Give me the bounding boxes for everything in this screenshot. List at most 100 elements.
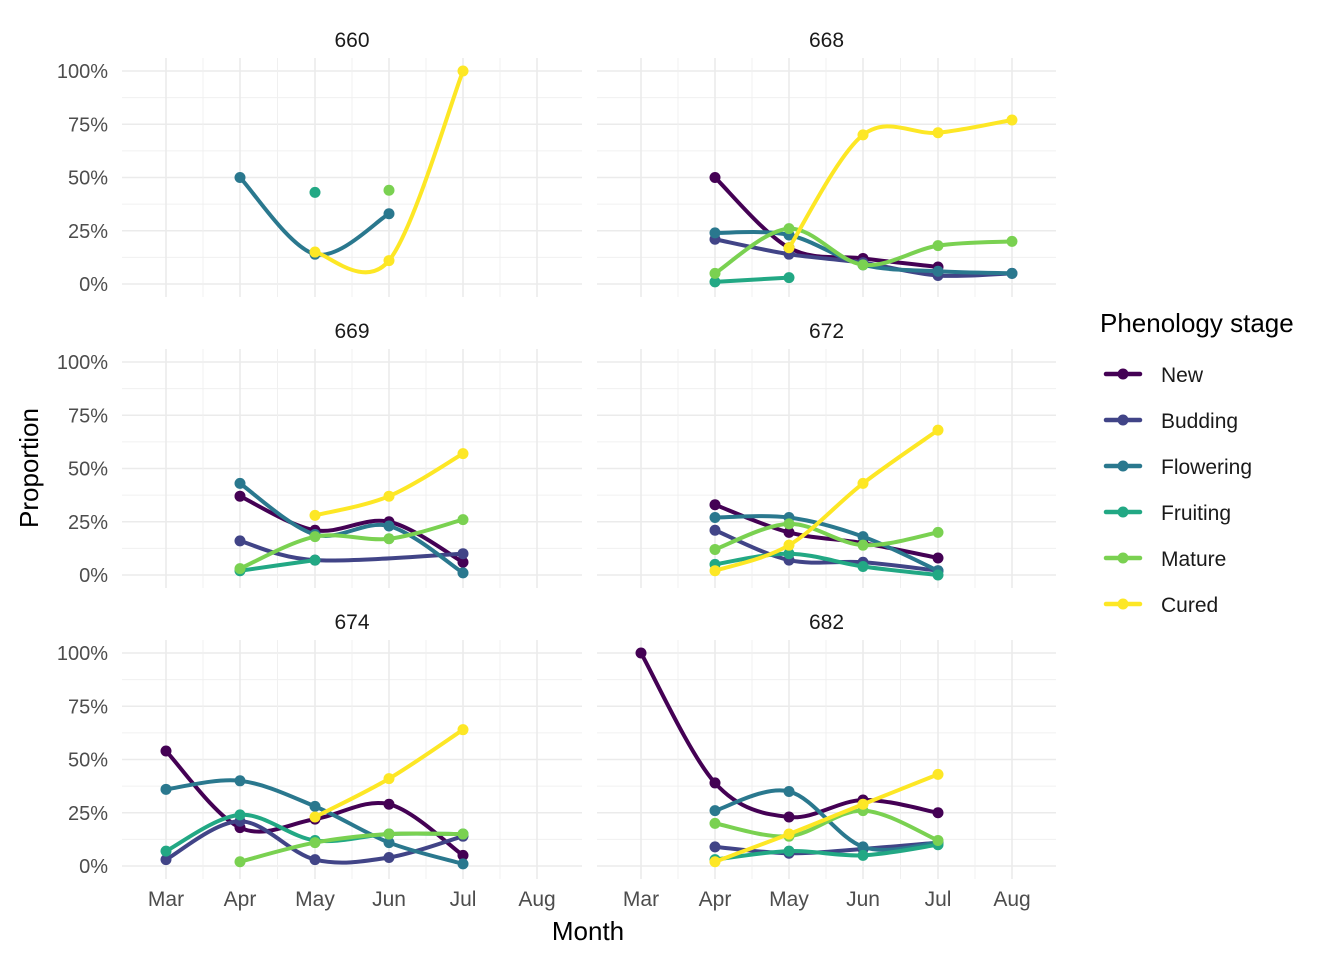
- series-line-fruiting: [713, 275, 791, 284]
- data-point-cured: [783, 539, 795, 551]
- x-tick-label: May: [769, 888, 809, 911]
- data-point-mature: [932, 526, 944, 538]
- data-point-flowering: [709, 805, 721, 817]
- y-tick-label: 75%: [68, 114, 108, 136]
- data-point-cured: [457, 448, 469, 460]
- series-line-new: [639, 651, 940, 820]
- data-point-cured: [709, 565, 721, 577]
- data-point-cured: [383, 490, 395, 502]
- series-line-new: [238, 494, 465, 565]
- data-point-budding: [234, 535, 246, 547]
- data-point-new: [783, 811, 795, 823]
- data-point-mature: [857, 539, 869, 551]
- data-point-flowering: [932, 265, 944, 277]
- series-line-mature: [238, 831, 465, 864]
- legend-label-flowering: Flowering: [1161, 456, 1252, 479]
- facet-strip-label: 674: [334, 611, 369, 634]
- data-point-cured: [457, 65, 469, 77]
- legend-label-cured: Cured: [1161, 594, 1218, 617]
- data-point-mature: [932, 240, 944, 252]
- legend-key-fruiting: [1103, 506, 1143, 518]
- data-point-mature: [457, 828, 469, 840]
- y-tick-label: 25%: [68, 803, 108, 825]
- series-line-mature: [713, 521, 940, 552]
- data-point-cured: [309, 246, 321, 258]
- series-line-fruiting: [713, 842, 940, 862]
- legend-key-point: [1117, 598, 1129, 610]
- data-point-flowering: [234, 775, 246, 787]
- data-point-flowering: [457, 858, 469, 870]
- series-line-cured: [713, 772, 940, 864]
- data-point-new: [783, 526, 795, 538]
- data-point-mature: [383, 533, 395, 545]
- data-point-budding: [709, 841, 721, 853]
- data-point-fruiting: [309, 554, 321, 566]
- x-tick-label: Aug: [993, 888, 1030, 911]
- data-point-cured: [783, 828, 795, 840]
- x-tick-label: Apr: [224, 888, 257, 911]
- legend-key-point: [1117, 506, 1129, 518]
- data-point-flowering: [383, 208, 395, 220]
- series-line-cured: [313, 69, 465, 275]
- x-tick-label: Aug: [518, 888, 555, 911]
- y-axis-title: Proportion: [14, 408, 44, 528]
- series-line-mature: [713, 808, 940, 843]
- data-point-mature: [709, 267, 721, 279]
- y-tick-label: 50%: [68, 168, 108, 190]
- legend-label-new: New: [1161, 364, 1204, 387]
- x-tick-label: Jul: [925, 888, 952, 911]
- data-point-flowering: [709, 511, 721, 523]
- y-tick-label: 75%: [68, 405, 108, 427]
- data-point-cured: [932, 424, 944, 436]
- data-point-mature: [383, 184, 395, 196]
- data-point-new: [932, 807, 944, 819]
- data-point-cured: [1006, 114, 1018, 126]
- data-point-mature: [234, 856, 246, 868]
- y-tick-label: 25%: [68, 221, 108, 243]
- data-point-new: [383, 798, 395, 810]
- series-line-budding: [238, 538, 465, 563]
- legend-key-flowering: [1103, 460, 1143, 472]
- x-tick-label: May: [295, 888, 335, 911]
- facet-panel-682: 682 Mar Apr May Jun Jul Aug: [597, 611, 1056, 911]
- facet-panel-669: 669 0% 25% 50% 75% 100%: [57, 320, 582, 588]
- legend-key-mature: [1103, 552, 1143, 564]
- x-tick-label: Jul: [450, 888, 477, 911]
- data-point-mature: [309, 837, 321, 849]
- facet-panel-672: 672: [597, 320, 1056, 588]
- facet-strip-label: 672: [809, 320, 844, 343]
- x-tick-label: Apr: [699, 888, 732, 911]
- data-point-cured: [932, 768, 944, 780]
- data-point-fruiting: [234, 809, 246, 821]
- data-point-flowering: [457, 567, 469, 579]
- legend-key-point: [1117, 460, 1129, 472]
- y-tick-label: 25%: [68, 512, 108, 534]
- y-tick-label: 50%: [68, 459, 108, 481]
- data-point-cured: [932, 127, 944, 139]
- y-tick-label: 75%: [68, 696, 108, 718]
- data-point-flowering: [857, 531, 869, 543]
- data-point-cured: [309, 509, 321, 521]
- series-line-cured: [787, 117, 1014, 250]
- data-point-mature: [857, 259, 869, 271]
- data-point-budding: [383, 851, 395, 863]
- data-point-fruiting: [783, 548, 795, 560]
- data-point-cured: [457, 724, 469, 736]
- data-point-flowering: [234, 172, 246, 183]
- facet-strip-label: 668: [809, 29, 844, 52]
- data-point-fruiting: [309, 186, 321, 198]
- y-tick-label: 0%: [79, 274, 108, 296]
- x-axis-title: Month: [552, 916, 624, 946]
- facet-panels: 6600%25%50%75%100%6686690%25%50%75%100%6…: [57, 29, 1056, 911]
- data-point-cured: [857, 798, 869, 810]
- data-point-cured: [709, 856, 721, 868]
- y-tick-label: 100%: [57, 352, 108, 374]
- data-point-mature: [932, 834, 944, 846]
- data-point-mature: [709, 817, 721, 829]
- data-point-mature: [783, 223, 795, 235]
- data-point-budding: [160, 854, 172, 866]
- facet-panel-674: 674 0% 25% 50% 75% 100% Mar Apr May Jun Jul Aug: [57, 611, 582, 911]
- data-point-cured: [383, 773, 395, 785]
- y-tick-label: 0%: [79, 565, 108, 587]
